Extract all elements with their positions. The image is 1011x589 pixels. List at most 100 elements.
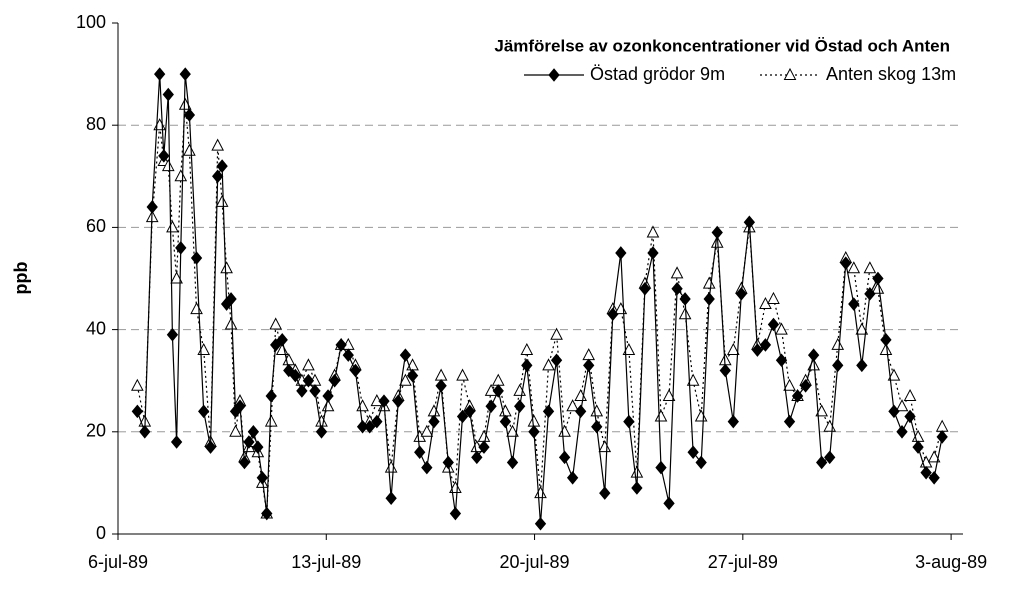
marker [726,342,740,356]
marker [225,292,237,306]
marker [212,169,224,184]
marker [520,342,534,356]
marker [342,348,354,362]
marker [289,368,301,383]
marker [166,220,179,233]
marker [623,414,635,429]
marker [224,317,238,330]
marker [270,338,282,352]
marker [215,194,229,207]
marker [471,450,483,465]
marker [197,342,211,356]
marker [928,471,940,485]
marker [238,455,251,470]
marker [896,425,908,439]
marker [824,450,836,465]
marker [302,373,315,388]
marker [856,358,868,373]
marker [912,440,924,454]
y-tick-label: 0 [96,523,106,543]
marker [848,297,860,311]
legend-marker [783,67,797,80]
marker [131,404,143,419]
marker [428,414,440,429]
marker [823,419,837,432]
marker [456,409,469,424]
marker [434,368,448,381]
marker [211,138,225,151]
marker [527,414,541,427]
marker [855,322,869,335]
marker [302,358,315,371]
marker [315,414,328,427]
chart-title: Jämförelse av ozonkoncentrationer vid Ös… [494,36,950,55]
marker [265,389,277,403]
marker [783,414,796,429]
y-tick-label: 60 [86,216,106,236]
marker [256,471,268,485]
marker [269,317,283,330]
marker [427,404,441,417]
marker [927,450,941,463]
marker [514,399,526,414]
marker [888,404,900,419]
x-tick-label: 6-jul-89 [88,552,148,572]
marker [485,399,497,414]
marker [234,399,246,414]
marker [575,404,587,419]
marker [499,414,512,429]
marker [671,281,683,296]
marker [384,460,398,473]
marker [655,460,667,475]
marker [631,481,643,495]
marker [229,424,242,437]
marker [399,373,412,386]
marker [264,414,278,427]
marker [521,358,533,373]
legend-marker [548,68,560,82]
marker [131,378,144,391]
marker [864,287,876,301]
marker [170,271,183,284]
y-axis-label: ppb [11,262,31,295]
marker [816,455,828,470]
marker [670,266,684,279]
marker [871,281,885,294]
marker [646,225,660,238]
marker [832,358,844,373]
marker [703,292,715,306]
marker [276,333,288,347]
marker [607,307,619,322]
marker [139,425,151,439]
marker [775,353,788,368]
marker [558,424,571,437]
marker [170,435,183,449]
marker [190,251,203,265]
marker [863,261,877,274]
marker [654,409,668,422]
marker [687,445,699,460]
series-line [136,74,943,524]
marker [598,440,612,453]
marker [283,363,295,378]
marker [349,363,362,378]
marker [162,87,174,102]
marker [647,246,659,260]
marker [847,261,861,274]
marker [161,159,175,172]
marker [639,281,651,296]
marker [220,261,233,274]
marker [679,292,691,306]
marker [506,455,519,470]
marker [179,67,191,81]
x-tick-label: 13-jul-89 [291,552,361,572]
marker [243,435,255,449]
marker [615,246,627,260]
marker [174,169,188,182]
legend: Östad grödor 9m Anten skog 13m [524,64,956,84]
legend-label: Östad grödor 9m [590,64,725,84]
marker [719,363,731,378]
marker [583,358,595,373]
